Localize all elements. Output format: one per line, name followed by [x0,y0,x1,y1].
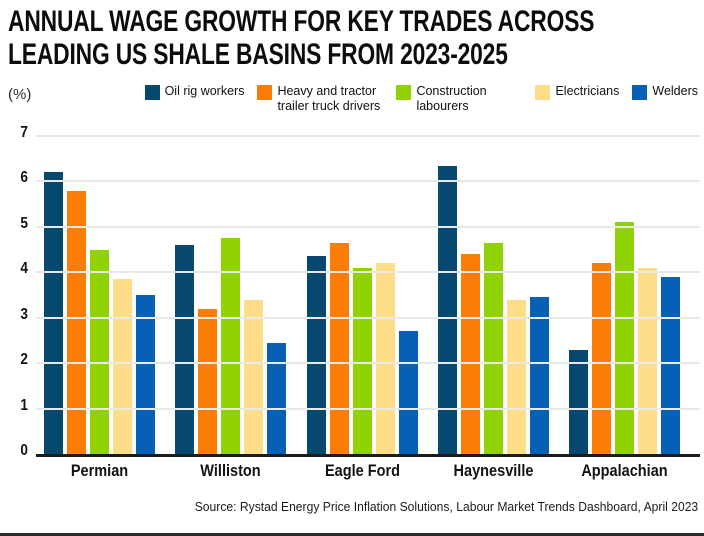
bar-williston-heavy-and-tractor-trailer-truck-drivers [198,308,218,454]
plot-area [36,134,700,457]
chart-title-line1: ANNUAL WAGE GROWTH FOR KEY TRADES ACROSS [8,5,595,38]
bar-williston-construction-labourers [221,237,241,454]
y-tick-label-5: 5 [20,214,28,232]
y-tick-label-4: 4 [20,259,28,277]
legend-swatch-icon [535,85,551,101]
bar-group-haynesville [437,165,549,454]
x-label-haynesville: Haynesville [453,461,534,480]
x-label-eagle-ford: Eagle Ford [324,461,400,480]
bar-group-eagle-ford [306,242,418,454]
bar-group-permian [44,171,155,454]
legend-item-welders: Welders [632,84,698,101]
legend-item-electricians: Electricians [535,84,620,101]
legend-label: Construction labourers [416,84,487,114]
legend-swatch-icon [144,85,160,101]
x-label-appalachian: Appalachian [581,461,668,480]
legend-label: Welders [652,84,698,99]
chart-legend: Oil rig workers Heavy and tractor trailer… [144,84,698,114]
legend-swatch-icon [257,85,273,101]
bar-haynesville-heavy-and-tractor-trailer-truck-drivers [460,253,480,454]
bar-haynesville-welders [529,296,549,454]
bar-permian-heavy-and-tractor-trailer-truck-drivers [67,190,86,454]
legend-label: Heavy and tractor trailer truck drivers [277,84,381,114]
source-attribution: Source: Rystad Energy Price Inflation So… [194,499,699,514]
bar-appalachian-electricians [638,267,657,454]
legend-item-heavy-and-tractor-trailer-truck-drivers: Heavy and tractor trailer truck drivers [257,84,383,114]
bar-eagle-ford-heavy-and-tractor-trailer-truck-drivers [329,242,349,454]
y-axis-unit-label: (%) [8,86,32,104]
bar-permian-oil-rig-workers [44,171,63,454]
y-tick-label-0: 0 [20,441,28,459]
gridline-3 [36,316,700,319]
bar-williston-oil-rig-workers [175,244,195,454]
gridline-5 [36,225,700,228]
bar-eagle-ford-electricians [375,262,395,454]
legend-item-construction-labourers: Construction labourers [396,84,522,114]
gridline-4 [36,270,700,273]
bar-groups [36,139,700,454]
bar-permian-electricians [113,278,132,454]
bar-group-williston [175,237,287,454]
bar-haynesville-oil-rig-workers [437,165,457,454]
bar-appalachian-construction-labourers [615,221,634,454]
bar-appalachian-oil-rig-workers [569,349,588,454]
legend-label: Oil rig workers [164,84,245,99]
chart-title: ANNUAL WAGE GROWTH FOR KEY TRADES ACROSS… [8,5,608,71]
bar-permian-construction-labourers [90,249,109,454]
legend-row: (%) Oil rig workers Heavy and tractor tra… [0,84,704,114]
y-tick-label-7: 7 [20,123,28,141]
bar-eagle-ford-construction-labourers [352,267,372,454]
x-label-williston: Williston [200,461,261,480]
bar-haynesville-electricians [506,299,526,454]
gridline-1 [36,407,700,410]
y-tick-label-3: 3 [20,305,28,323]
x-label-permian: Permian [70,461,129,480]
y-axis: 0 1 2 3 4 5 6 7 [0,124,36,459]
bar-appalachian-welders [661,276,680,454]
legend-item-oil-rig-workers: Oil rig workers [144,84,245,101]
bar-permian-welders [136,294,155,454]
legend-swatch-icon [632,85,648,101]
bar-williston-electricians [244,299,264,454]
bar-eagle-ford-welders [398,330,418,454]
bar-appalachian-heavy-and-tractor-trailer-truck-drivers [592,262,611,454]
gridline-7 [36,134,700,137]
y-tick-label-1: 1 [20,396,28,414]
gridline-6 [36,179,700,182]
gridline-2 [36,361,700,364]
plot-row: 0 1 2 3 4 5 6 7 [0,124,704,459]
y-tick-label-2: 2 [20,350,28,368]
bar-eagle-ford-oil-rig-workers [306,255,326,454]
x-axis-labels: Permian Williston Eagle Ford Haynesville App… [36,457,700,481]
bar-williston-welders [267,342,287,454]
legend-label: Electricians [555,84,620,99]
legend-swatch-icon [396,85,412,101]
bar-group-appalachian [569,221,680,454]
bar-haynesville-construction-labourers [483,242,503,454]
y-tick-label-6: 6 [20,168,28,186]
chart-title-line2: LEADING US SHALE BASINS FROM 2023-2025 [8,37,508,71]
